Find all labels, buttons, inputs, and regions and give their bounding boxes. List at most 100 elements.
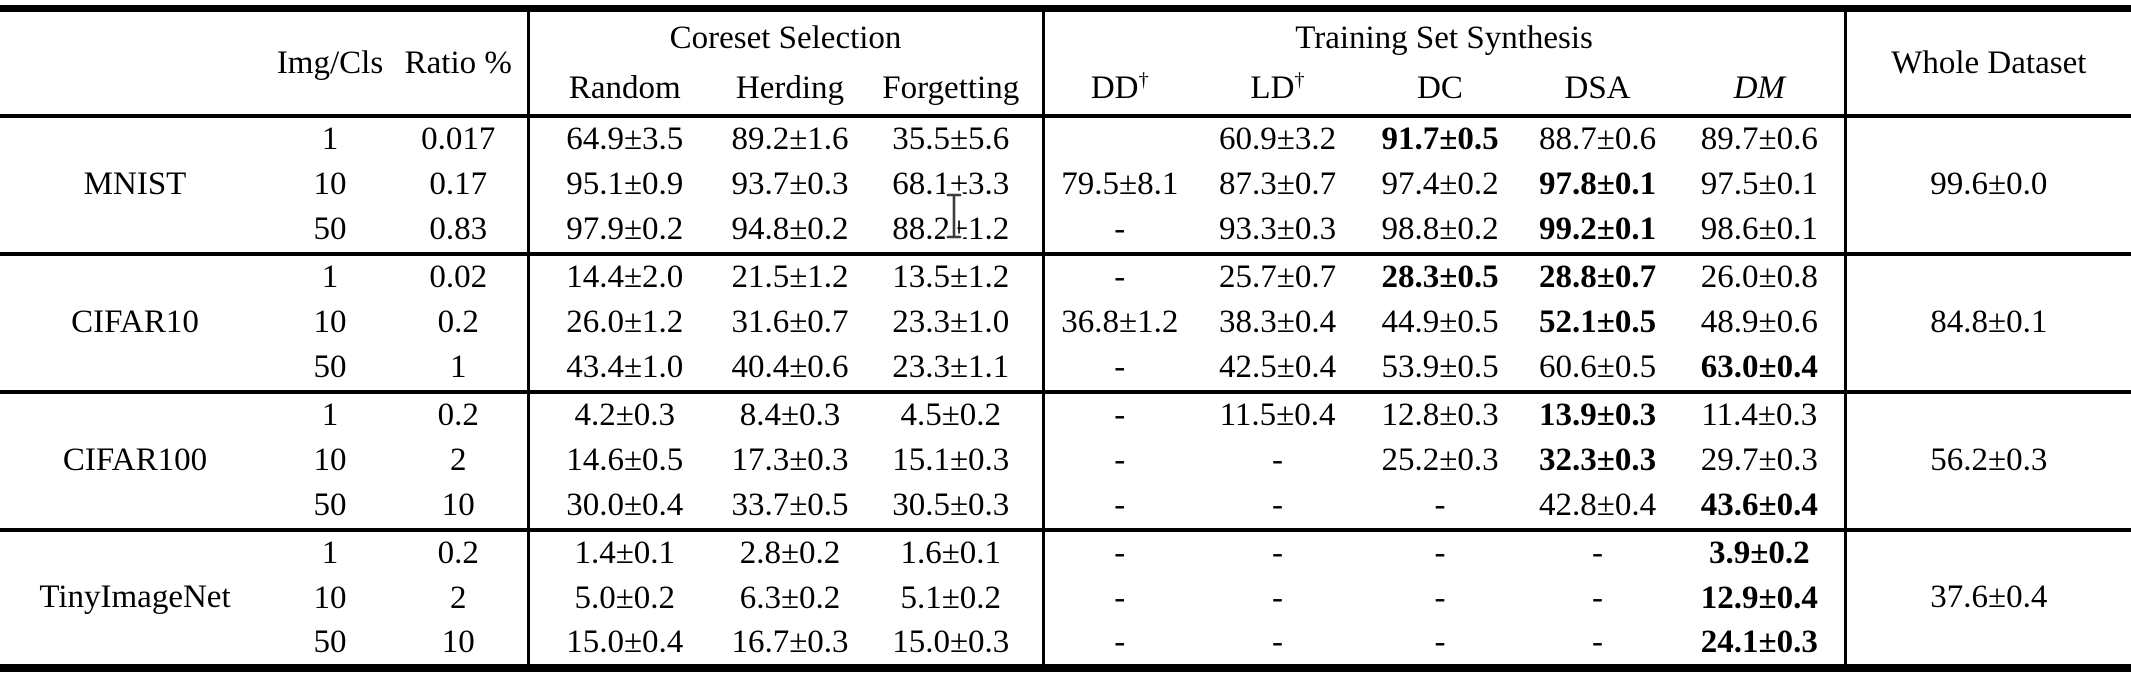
result-cell: 48.9±0.6 <box>1700 304 1818 341</box>
result-cell: 1.6±0.1 <box>900 535 1002 572</box>
result-cell: - <box>1434 487 1446 524</box>
result-cell: - <box>1041 207 1196 254</box>
ratio-value: 0.83 <box>429 211 488 248</box>
result-cell: 26.0±1.2 <box>526 299 720 346</box>
result-cell: 4.2±0.3 <box>526 391 720 438</box>
result-cell: 30.0±0.4 <box>526 483 720 530</box>
result-cell: 99.2±0.1 <box>1538 211 1657 248</box>
ratio-value: 0.02 <box>429 259 488 296</box>
result-cell: - <box>1272 535 1284 572</box>
table-row: MNIST 1 0.017 64.9±3.5 89.2±1.6 35.5±5.6 60.9±… <box>0 115 2131 254</box>
header-method-herding: Herding <box>735 70 845 107</box>
table-row: TinyImageNet 1 0.2 1.4±0.1 2.8±0.2 1.6±0.1- - -… <box>0 529 2131 668</box>
result-cell: 98.6±0.1 <box>1700 211 1818 248</box>
result-cell: - <box>1272 624 1284 661</box>
img-per-cls-value: 1 <box>321 535 339 572</box>
dataset-name: CIFAR10 <box>71 304 199 341</box>
result-cell: 40.4±0.6 <box>731 349 849 386</box>
result-cell: 42.8±0.4 <box>1538 487 1657 524</box>
result-cell: 68.1±3.3 <box>892 166 1010 203</box>
table-row: 10 0.2 26.0±1.2 31.6±0.7 23.3±1.0 36.8±1.2 38.… <box>0 299 2131 346</box>
img-per-cls-value: 1 <box>321 259 339 296</box>
result-cell: 97.8±0.1 <box>1538 166 1657 203</box>
result-cell: 91.7±0.5 <box>1381 121 1499 158</box>
result-cell: 79.5±8.1 <box>1041 161 1196 208</box>
result-cell: - <box>1434 535 1446 572</box>
result-cell: - <box>1592 580 1604 617</box>
img-per-cls-value: 1 <box>321 397 339 434</box>
result-cell: 25.2±0.3 <box>1381 442 1499 479</box>
result-cell: - <box>1272 580 1284 617</box>
table-row: 10 2 5.0±0.2 6.3±0.2 5.1±0.2 - - - - 12.9±0.4 <box>0 575 2131 622</box>
result-cell: - <box>1272 487 1284 524</box>
result-cell: - <box>1041 483 1196 530</box>
table-row: 50 10 15.0±0.4 16.7±0.3 15.0±0.3- - - -24.1±0.3 <box>0 621 2131 668</box>
header-method-row: Random Herding Forgetting DD† LD† DC DSA… <box>0 63 2131 116</box>
result-cell: 28.3±0.5 <box>1381 259 1499 296</box>
result-cell: 17.3±0.3 <box>731 442 849 479</box>
img-per-cls-value: 10 <box>313 166 347 203</box>
dataset-name: CIFAR100 <box>62 442 208 479</box>
method-label: LD <box>1250 70 1295 107</box>
result-cell: 95.1±0.9 <box>526 161 720 208</box>
result-cell: 13.5±1.2 <box>892 259 1010 296</box>
method-label: DM <box>1733 70 1785 107</box>
dagger-superscript: † <box>1138 69 1149 92</box>
result-cell: 30.5±0.3 <box>892 487 1010 524</box>
result-cell: 11.4±0.3 <box>1701 397 1818 434</box>
method-label: DSA <box>1564 70 1631 107</box>
result-cell: 94.8±0.2 <box>731 211 849 248</box>
result-cell: 89.7±0.6 <box>1700 121 1818 158</box>
header-method-random: Random <box>526 63 720 116</box>
result-cell: 97.9±0.2 <box>526 207 720 254</box>
table-row: 50 0.83 97.9±0.2 94.8±0.2 88.2±1.2-93.3±0.3 9… <box>0 207 2131 254</box>
result-cell: 60.9±3.2 <box>1218 121 1337 158</box>
result-cell: 43.4±1.0 <box>526 345 720 392</box>
result-cell: 1.4±0.1 <box>526 529 720 576</box>
result-cell: 29.7±0.3 <box>1700 442 1818 479</box>
result-cell: 15.0±0.4 <box>526 621 720 668</box>
result-cell: 35.5±5.6 <box>892 121 1010 158</box>
table-row: CIFAR10 1 0.02 14.4±2.0 21.5±1.2 13.5±1.2-25.… <box>0 253 2131 392</box>
result-cell: 21.5±1.2 <box>731 259 849 296</box>
img-per-cls-value: 50 <box>313 349 347 386</box>
header-ratio-percent: Ratio % <box>404 44 512 81</box>
dataset-name: TinyImageNet <box>39 579 231 616</box>
ratio-value: 2 <box>450 580 467 617</box>
method-label: DC <box>1417 70 1463 107</box>
whole-dataset-value: 37.6±0.4 <box>1843 529 2131 668</box>
result-cell: 93.3±0.3 <box>1218 211 1337 248</box>
result-cell: 88.2±1.2 <box>892 211 1010 248</box>
ratio-value: 0.2 <box>437 535 479 572</box>
header-method-forgetting: Forgetting <box>882 70 1020 107</box>
ratio-value: 10 <box>441 487 475 524</box>
result-cell: 13.9±0.3 <box>1538 397 1657 434</box>
result-cell: 23.3±1.0 <box>892 304 1010 341</box>
result-cell: 64.9±3.5 <box>526 115 720 162</box>
result-cell: 28.8±0.7 <box>1538 259 1657 296</box>
result-cell: 12.9±0.4 <box>1700 580 1818 617</box>
result-cell: - <box>1041 437 1196 484</box>
table-row: 10 0.17 95.1±0.9 93.7±0.3 68.1±3.3 79.5±8.1 87… <box>0 161 2131 208</box>
result-cell: 42.5±0.4 <box>1218 349 1337 386</box>
result-cell: 87.3±0.7 <box>1218 166 1337 203</box>
result-cell: 16.7±0.3 <box>731 624 849 661</box>
header-method-ld: LD† <box>1195 64 1360 116</box>
dataset-section-cifar10: CIFAR10 1 0.02 14.4±2.0 21.5±1.2 13.5±1.2-25.… <box>0 253 2131 392</box>
ratio-value: 0.17 <box>429 166 488 203</box>
result-cell: - <box>1041 345 1196 392</box>
result-cell: 53.9±0.5 <box>1381 349 1499 386</box>
result-cell: 33.7±0.5 <box>731 487 849 524</box>
result-cell: - <box>1434 580 1446 617</box>
result-cell: 11.5±0.4 <box>1219 397 1336 434</box>
result-cell: 52.1±0.5 <box>1538 304 1657 341</box>
result-cell: 97.4±0.2 <box>1381 166 1499 203</box>
result-cell: 6.3±0.2 <box>739 580 841 617</box>
header-whole-dataset: Whole Dataset <box>1843 8 2131 116</box>
img-per-cls-value: 10 <box>313 442 347 479</box>
ratio-value: 0.2 <box>437 397 479 434</box>
whole-dataset-value: 84.8±0.1 <box>1843 253 2131 392</box>
header-group-coreset-selection: Coreset Selection <box>526 8 1044 64</box>
results-table: Img/Cls Ratio % Coreset Selection Traini… <box>0 5 2131 672</box>
result-cell: 23.3±1.1 <box>892 349 1010 386</box>
